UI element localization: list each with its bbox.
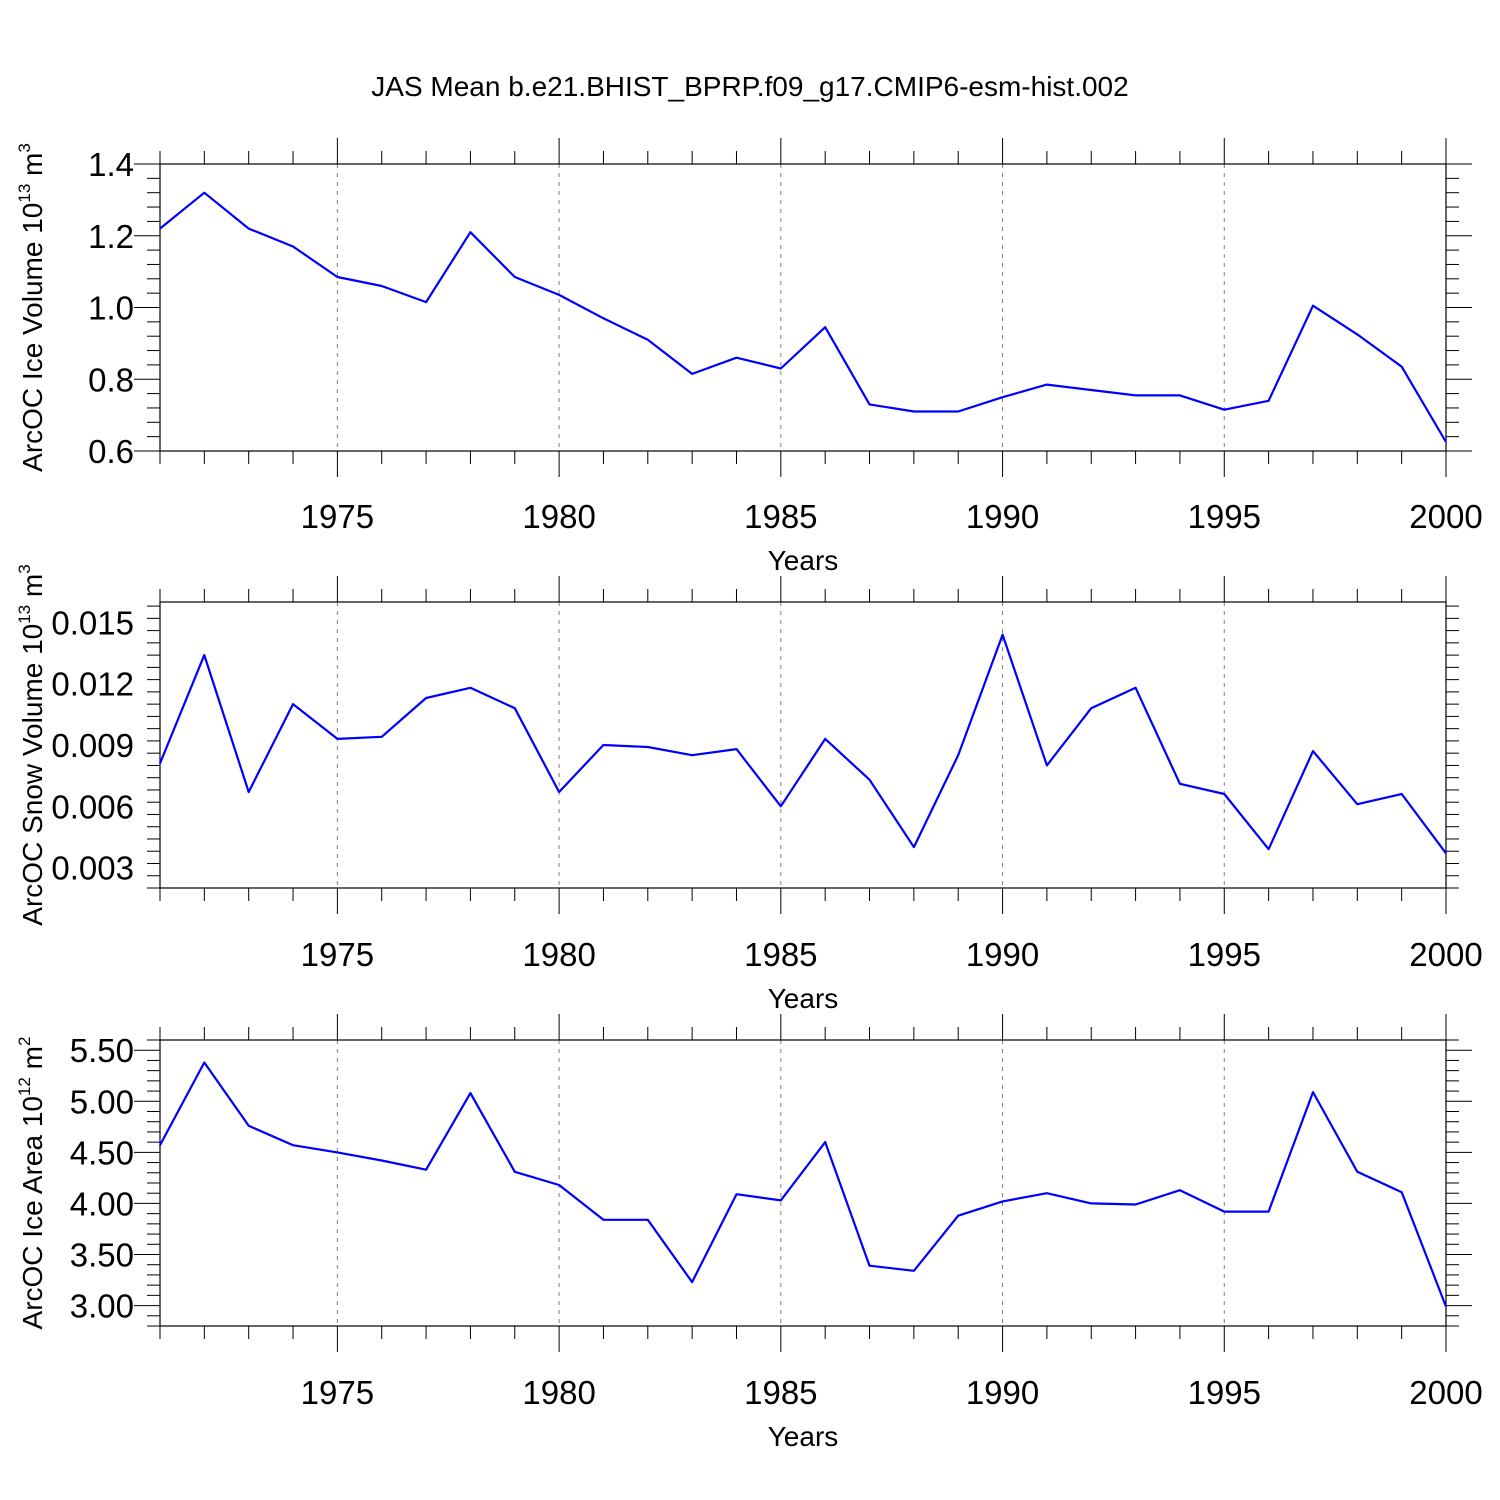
y-tick-label: 3.50 [70, 1237, 134, 1274]
x-tick-label: 1990 [966, 1374, 1039, 1411]
y-tick-label: 0.006 [51, 788, 134, 825]
y-tick-label: 1.4 [88, 146, 134, 183]
x-tick-label: 1980 [522, 498, 595, 535]
x-tick-label: 1990 [966, 498, 1039, 535]
y-tick-label: 3.00 [70, 1288, 134, 1325]
x-tick-label: 1980 [522, 1374, 595, 1411]
series-line [159, 191, 1447, 443]
x-tick-label: 1985 [744, 936, 817, 973]
figure-title: JAS Mean b.e21.BHIST_BPRP.f09_g17.CMIP6-… [371, 71, 1128, 102]
x-tick-label: 1995 [1188, 1374, 1261, 1411]
x-tick-label: 1975 [301, 498, 374, 535]
x-tick-label: 1985 [744, 1374, 817, 1411]
plot-frame [159, 163, 1447, 452]
y-tick-label: 0.012 [51, 666, 134, 703]
x-tick-label: 1990 [966, 936, 1039, 973]
x-tick-label: 1975 [301, 936, 374, 973]
y-tick-label: 4.00 [70, 1185, 134, 1222]
y-axis-label: ArcOC Ice Volume 1013 m3 [15, 143, 48, 472]
series-line [159, 1061, 1448, 1307]
y-tick-label: 4.50 [70, 1134, 134, 1171]
y-tick-label: 5.00 [70, 1083, 134, 1120]
x-axis-label: Years [768, 545, 839, 576]
x-tick-label: 2000 [1409, 1374, 1482, 1411]
plot-frame [159, 1039, 1447, 1327]
y-tick-label: 5.50 [70, 1032, 134, 1069]
x-tick-label: 1995 [1188, 498, 1261, 535]
y-tick-label: 0.8 [88, 361, 134, 398]
y-axis-label: ArcOC Ice Area 1012 m2 [15, 1037, 48, 1330]
x-tick-label: 1995 [1188, 936, 1261, 973]
y-axis-label: ArcOC Snow Volume 1013 m3 [15, 564, 48, 925]
y-tick-label: 0.015 [51, 604, 134, 641]
panel-ice-area: 1975 1980 1985 1990 1995 2000 3.00 3.50 4.00 4.50… [15, 1014, 1483, 1452]
x-axis-label: Years [768, 1421, 839, 1452]
x-tick-label: 1975 [301, 1374, 374, 1411]
y-tick-label: 1.0 [88, 290, 134, 327]
x-tick-label: 1980 [522, 936, 595, 973]
x-tick-label: 2000 [1409, 498, 1482, 535]
y-tick-label: 0.6 [88, 433, 134, 470]
series-line [158, 633, 1447, 854]
y-tick-label: 0.009 [51, 727, 134, 764]
x-axis-label: Years [768, 983, 839, 1014]
y-tick-label: 0.003 [51, 850, 134, 887]
panel-snow-volume: 1975 1980 1985 1990 1995 2000 0.003 0.006 0.009 0… [15, 564, 1483, 1014]
x-tick-label: 1985 [744, 498, 817, 535]
panel-ice-volume: 1975 1980 1985 1990 1995 2000 0.6 0.8 1.0 1.2 1.4 Y… [15, 138, 1483, 576]
plot-frame [159, 601, 1447, 889]
x-tick-label: 2000 [1409, 936, 1482, 973]
y-tick-label: 1.2 [88, 218, 134, 255]
